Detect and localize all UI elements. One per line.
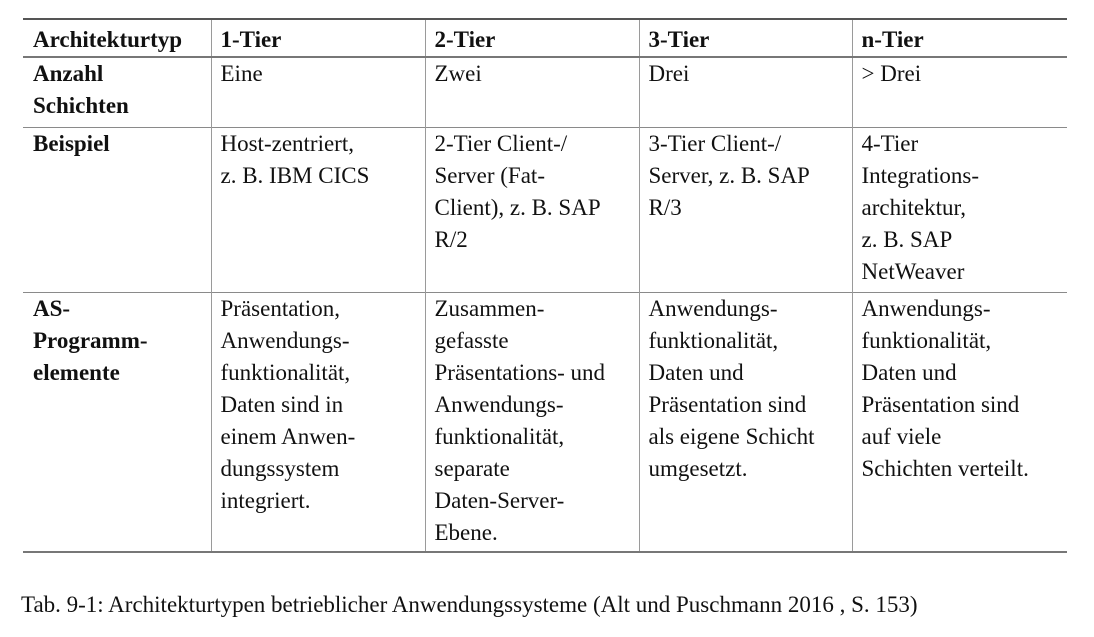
cell-line: Ebene. bbox=[434, 519, 498, 545]
cell-line: funktionalität, bbox=[648, 327, 779, 353]
cell-line: architektur, bbox=[861, 194, 966, 220]
cell-line: separate bbox=[434, 455, 510, 481]
cell-2-tier-beispiel: 2-Tier Client-/ Server (Fat- Client), z.… bbox=[424, 127, 639, 292]
cell-line: auf viele bbox=[861, 423, 942, 449]
cell-line: NetWeaver bbox=[861, 258, 965, 284]
cell-line: als eigene Schicht bbox=[648, 423, 815, 449]
cell-line: Server, z. B. SAP bbox=[648, 162, 810, 188]
cell-line: 4-Tier bbox=[861, 130, 919, 156]
cell-line: funktionalität, bbox=[434, 423, 565, 449]
header-3-tier: 3-Tier bbox=[638, 19, 852, 57]
cell-line: Präsentation sind bbox=[648, 391, 807, 417]
cell-line: Präsentation, bbox=[220, 295, 340, 321]
cell-line: integriert. bbox=[220, 487, 311, 513]
cell-line: 3-Tier Client-/ bbox=[648, 130, 782, 156]
cell-line: Daten und bbox=[861, 359, 957, 385]
header-1-tier: 1-Tier bbox=[210, 19, 425, 57]
cell-line: Daten sind in bbox=[220, 391, 344, 417]
cell-n-tier-beispiel: 4-Tier Integrations- architektur, z. B. … bbox=[851, 127, 1067, 292]
cell-line: Daten und bbox=[648, 359, 744, 385]
table-header-row: Architekturtyp 1-Tier 2-Tier 3-Tier n-Ti… bbox=[23, 19, 1067, 57]
row-label-line: elemente bbox=[33, 359, 120, 385]
cell-3-tier-programmelemente: Anwendungs- funktionalität, Daten und Pr… bbox=[638, 292, 852, 552]
cell-line: Anwendungs- bbox=[220, 327, 350, 353]
cell-line: Server (Fat- bbox=[434, 162, 546, 188]
cell-line: Anwendungs- bbox=[434, 391, 564, 417]
table-row-as-programmelemente: AS- Programm- elemente Präsentation, Anw… bbox=[23, 292, 1067, 552]
cell-line: dungssystem bbox=[220, 455, 340, 481]
cell-line: > Drei bbox=[861, 61, 922, 86]
architecture-table-container: Architekturtyp 1-Tier 2-Tier 3-Tier n-Ti… bbox=[23, 18, 1067, 553]
cell-line: umgesetzt. bbox=[648, 455, 748, 481]
cell-line: z. B. IBM CICS bbox=[220, 162, 370, 188]
cell-2-tier-programmelemente: Zusammen- gefasste Präsentations- und An… bbox=[424, 292, 639, 552]
cell-line: Anwendungs- bbox=[648, 295, 778, 321]
row-label-as-programmelemente: AS- Programm- elemente bbox=[23, 292, 211, 552]
cell-3-tier-anzahl: Drei bbox=[638, 57, 852, 127]
cell-line: 2-Tier Client-/ bbox=[434, 130, 568, 156]
cell-line: Host-zentriert, bbox=[220, 130, 354, 156]
cell-1-tier-anzahl: Eine bbox=[210, 57, 425, 127]
header-n-tier: n-Tier bbox=[851, 19, 1067, 57]
architecture-table: Architekturtyp 1-Tier 2-Tier 3-Tier n-Ti… bbox=[23, 18, 1067, 553]
cell-line: Client), z. B. SAP bbox=[434, 194, 601, 220]
cell-line: Eine bbox=[220, 61, 263, 86]
cell-3-tier-beispiel: 3-Tier Client-/ Server, z. B. SAP R/3 bbox=[638, 127, 852, 292]
cell-1-tier-beispiel: Host-zentriert, z. B. IBM CICS bbox=[210, 127, 425, 292]
table-row-anzahl-schichten: Anzahl Schichten Eine Zwei Drei > Drei bbox=[23, 57, 1067, 127]
cell-line: Daten-Server- bbox=[434, 487, 565, 513]
cell-line: Präsentation sind bbox=[861, 391, 1020, 417]
cell-line: R/2 bbox=[434, 226, 468, 252]
row-label-line: Anzahl bbox=[33, 61, 104, 86]
cell-line: R/3 bbox=[648, 194, 682, 220]
row-label-beispiel: Beispiel bbox=[23, 127, 211, 292]
row-label-line: Beispiel bbox=[33, 130, 110, 156]
table-row-beispiel: Beispiel Host-zentriert, z. B. IBM CICS … bbox=[23, 127, 1067, 292]
cell-line: Schichten verteilt. bbox=[861, 455, 1029, 481]
row-label-line: AS- bbox=[33, 295, 71, 321]
row-label-line: Programm- bbox=[33, 327, 148, 353]
cell-line: Zusammen- bbox=[434, 295, 545, 321]
table-caption: Tab. 9-1: Architekturtypen betrieblicher… bbox=[21, 592, 918, 617]
cell-line: Zwei bbox=[434, 61, 482, 86]
row-label-anzahl-schichten: Anzahl Schichten bbox=[23, 57, 211, 127]
cell-line: Präsentations- und bbox=[434, 359, 606, 385]
cell-line: funktionalität, bbox=[220, 359, 351, 385]
cell-line: Anwendungs- bbox=[861, 295, 991, 321]
header-architekturtyp: Architekturtyp bbox=[33, 27, 183, 52]
cell-line: Integrations- bbox=[861, 162, 980, 188]
row-label-line: Schichten bbox=[33, 93, 129, 118]
cell-line: funktionalität, bbox=[861, 327, 992, 353]
cell-n-tier-programmelemente: Anwendungs- funktionalität, Daten und Pr… bbox=[851, 292, 1067, 552]
cell-line: gefasste bbox=[434, 327, 509, 353]
cell-1-tier-programmelemente: Präsentation, Anwendungs- funktionalität… bbox=[210, 292, 425, 552]
cell-2-tier-anzahl: Zwei bbox=[424, 57, 639, 127]
cell-line: einem Anwen- bbox=[220, 423, 356, 449]
cell-n-tier-anzahl: > Drei bbox=[851, 57, 1067, 127]
cell-line: z. B. SAP bbox=[861, 226, 953, 252]
cell-line: Drei bbox=[648, 61, 690, 86]
header-2-tier: 2-Tier bbox=[424, 19, 639, 57]
